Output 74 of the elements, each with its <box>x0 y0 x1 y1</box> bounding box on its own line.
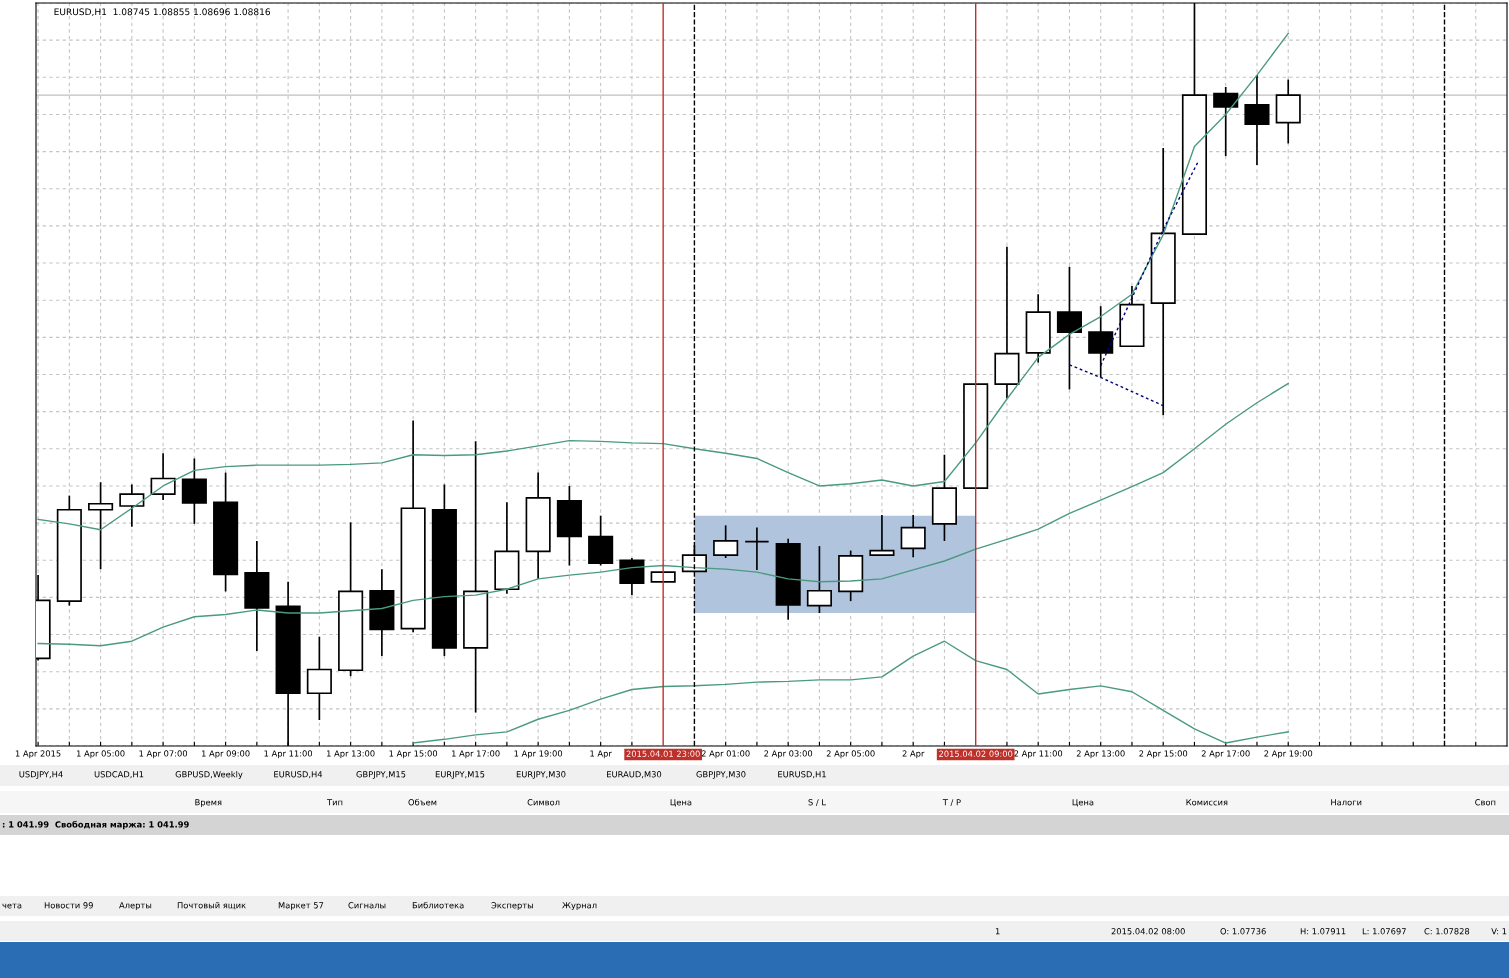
text: Тип <box>327 799 343 806</box>
candlestick <box>869 514 895 556</box>
x-tick-label: 2 Apr 05:00 <box>826 750 875 759</box>
text: EURUSD,H4 <box>274 771 323 779</box>
text: Библиотека <box>412 901 464 909</box>
text: EURUSD,H1 1.08745 1.08855 1.08696 1.08816 <box>54 8 271 17</box>
candlestick <box>900 514 926 559</box>
text: Сигналы <box>348 902 386 909</box>
text: L: 1.07697 <box>1362 928 1406 935</box>
text: GBPJPY,M30 <box>696 771 746 779</box>
text: 2015.04.02 08:00 <box>1111 928 1185 935</box>
text: Символ <box>527 799 560 806</box>
candlestick <box>806 545 832 614</box>
x-tick-label: 1 Apr 2015 <box>15 750 61 759</box>
text: EURAUD,M30 <box>607 771 662 779</box>
text: T / P <box>942 799 961 807</box>
x-tick-label: 2 Apr 15:00 <box>1139 750 1188 759</box>
x-tick-label: 2 Apr 01:00 <box>701 750 750 759</box>
text: чета <box>2 903 22 909</box>
candlestick <box>1213 86 1239 157</box>
text: S / L <box>808 799 826 807</box>
text: USDJPY,H4 <box>19 771 63 779</box>
text: EURUSD,H1 <box>778 771 826 779</box>
text: EURJPY,M30 <box>516 771 566 779</box>
candlestick <box>88 481 114 571</box>
candlestick <box>1244 74 1270 166</box>
candlestick <box>713 524 739 559</box>
text: EURJPY,M15 <box>435 771 485 779</box>
text: Цена <box>1072 799 1094 807</box>
text: Эксперты <box>491 902 533 911</box>
candlestick <box>1056 265 1083 391</box>
x-tick-label: 2 Apr 17:00 <box>1201 750 1250 759</box>
text: H: 1.07911 <box>1300 928 1346 935</box>
text: Новости 99 <box>44 902 93 909</box>
x-tick-label: 2 Apr 13:00 <box>1076 750 1125 759</box>
candlestick <box>619 557 645 597</box>
ref-line-label: 2015.04.01 23:00 <box>626 750 700 757</box>
text: V: 1 <box>1491 928 1507 935</box>
x-tick-label: 2 Apr 03:00 <box>764 750 813 759</box>
text: Маркет 57 <box>278 902 324 911</box>
text: Почтовый ящик <box>177 902 246 910</box>
candlestick <box>1088 305 1114 379</box>
x-tick-label: 2 Apr <box>902 750 925 759</box>
candlestick <box>306 635 332 721</box>
x-tick-label: 1 Apr 15:00 <box>389 750 438 759</box>
x-tick-label: 1 Apr 11:00 <box>264 750 313 759</box>
text: USDCAD,H1 <box>94 771 144 779</box>
x-tick-label: 1 Apr <box>590 750 612 759</box>
text: Журнал <box>562 902 597 911</box>
x-tick-label: 2 Apr 19:00 <box>1264 750 1313 759</box>
x-tick-label: 1 Apr 17:00 <box>452 750 500 759</box>
x-tick-label: 2 Apr 11:00 <box>1014 750 1063 759</box>
text: O: 1.07736 <box>1220 928 1266 935</box>
text: : 1 041.99 Свободная маржа: 1 041.99 <box>2 820 189 830</box>
candlestick <box>744 526 770 571</box>
text: Налоги <box>1331 799 1362 806</box>
x-tick-label: 1 Apr 13:00 <box>327 750 375 759</box>
text: C: 1.07828 <box>1424 928 1470 935</box>
ref-line-label: 2015.04.02 09:00 <box>939 750 1013 757</box>
text: Алерты <box>119 902 152 911</box>
candlestick <box>181 457 207 525</box>
x-tick-label: 1 Apr 05:00 <box>76 750 125 759</box>
x-tick-label: 1 Apr 19:00 <box>514 750 563 759</box>
text: GBPJPY,M15 <box>356 771 406 779</box>
x-tick-label: 1 Apr 07:00 <box>139 750 188 759</box>
text: Время <box>195 799 222 808</box>
text: 1 <box>995 928 1000 935</box>
text: GBPUSD,Weekly <box>175 770 243 780</box>
x-tick-label: 1 Apr 09:00 <box>202 750 250 759</box>
text: Объем <box>408 798 437 806</box>
text: Своп <box>1475 799 1496 806</box>
text: Цена <box>670 799 692 807</box>
text: Комиссия <box>1186 799 1228 806</box>
candlestick <box>119 483 145 528</box>
